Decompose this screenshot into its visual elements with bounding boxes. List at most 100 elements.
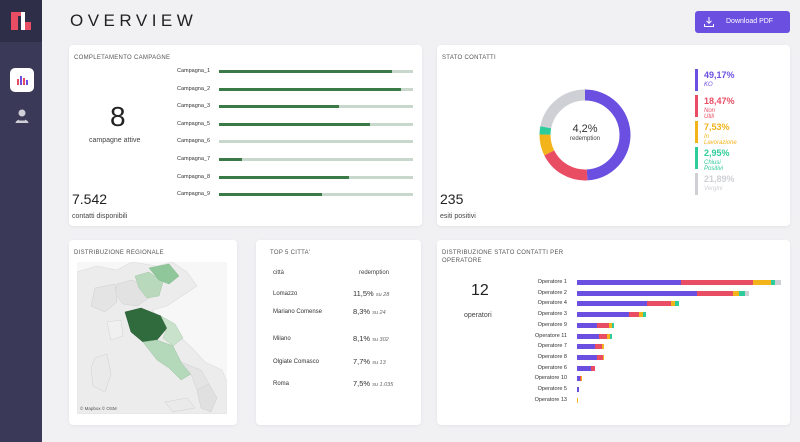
legend-color-bar — [695, 121, 698, 143]
redemption-detail: su 24 — [372, 310, 386, 316]
campaign-label: Campagna_7 — [177, 156, 211, 162]
operator-bar-segment — [577, 344, 595, 350]
available-contacts-count: 7.542 — [72, 191, 108, 207]
italy-map[interactable] — [77, 262, 227, 414]
operator-bar-segment — [607, 333, 610, 339]
card-title: COMPLETAMENTO CAMPAGNE — [74, 55, 171, 61]
operator-bar-segment — [577, 312, 629, 318]
city-redemption: 11,5% su 28 — [353, 289, 389, 298]
campaign-progress-track — [219, 87, 413, 91]
operator-bar-segment — [577, 365, 591, 371]
bar-chart-icon — [17, 76, 28, 85]
legend-color-bar — [695, 95, 698, 117]
column-header-redemption: redemption — [359, 270, 390, 276]
sidebar — [0, 0, 42, 442]
operator-label: Operatore 5 — [537, 386, 567, 392]
city-name: Lomazzo — [273, 291, 298, 297]
campaign-progress-fill — [219, 158, 243, 161]
operators-count: 12 — [471, 282, 489, 299]
operator-bar-segment — [771, 280, 775, 285]
operator-label: Operatore 8 — [537, 353, 567, 360]
campaign-row[interactable]: Campagna_3 — [177, 103, 417, 111]
operator-label: Operatore 6 — [537, 364, 567, 371]
operator-bar-segment — [643, 312, 646, 318]
redemption-percent: 7,7% — [353, 357, 371, 366]
campaign-row[interactable]: Campagna_2 — [177, 86, 417, 94]
campaign-completion-card: COMPLETAMENTO CAMPAGNE 8 campagne attive… — [69, 45, 422, 226]
operator-bar-segment — [595, 344, 602, 350]
campaign-row[interactable]: Campagna_9 — [177, 191, 417, 199]
campaign-label: Campagna_6 — [177, 138, 211, 145]
operator-bar-segment — [753, 280, 771, 285]
legend-color-bar — [695, 69, 698, 91]
legend-percent: 7,53% — [704, 122, 730, 132]
city-name: Milano — [273, 336, 291, 342]
map-credit: © Mapbox © OSM — [80, 406, 117, 411]
operator-bar-segment — [733, 290, 739, 296]
campaign-row[interactable]: Campagna_5 — [177, 121, 417, 129]
city-redemption: 8,3% su 24 — [353, 307, 386, 316]
city-name: Roma — [273, 381, 290, 387]
operator-status-card: DISTRIBUZIONE STATO CONTATTI PER OPERATO… — [437, 240, 790, 425]
city-redemption: 7,5% su 1.035 — [353, 379, 393, 388]
card-title: DISTRIBUZIONE REGIONALE — [74, 250, 164, 256]
operator-bar-segment — [577, 376, 580, 382]
operator-label: Operatore 2 — [537, 289, 567, 296]
operator-bar-segment — [739, 290, 745, 296]
campaign-progress-fill — [219, 122, 371, 126]
card-title: TOP 5 CITTA' — [270, 250, 311, 256]
operator-label: Operatore 4 — [537, 300, 567, 307]
redemption-percent: 11,5% — [353, 289, 374, 298]
download-pdf-label: Download PDF — [726, 18, 774, 25]
nav-operators-button[interactable] — [10, 104, 34, 128]
campaign-progress-track — [219, 158, 413, 161]
operator-bar-segment — [597, 354, 603, 360]
city-redemption: 7,7% su 13 — [353, 357, 386, 366]
donut-slice[interactable] — [539, 126, 552, 135]
campaign-row[interactable]: Campagna_8 — [177, 174, 417, 182]
legend-name: In Lavorazione — [704, 134, 737, 146]
campaign-progress-track — [219, 122, 413, 126]
operator-label: Operatore 10 — [534, 375, 567, 382]
positive-outcomes-count: 235 — [440, 191, 464, 207]
operator-bar-segment — [697, 290, 733, 296]
donut-slice[interactable] — [539, 134, 555, 156]
operator-label: Operatore 1 — [537, 279, 567, 285]
redemption-detail: su 302 — [372, 337, 389, 343]
operator-label: Operatore 7 — [537, 343, 567, 350]
donut-slice[interactable] — [544, 150, 588, 181]
donut-slice[interactable] — [540, 89, 586, 129]
legend-name: Vergini — [704, 186, 723, 192]
campaign-row[interactable]: Campagna_6 — [177, 138, 417, 146]
operator-bar-segment — [577, 280, 681, 285]
operator-bar-segment — [681, 280, 753, 285]
campaign-progress-track — [219, 175, 413, 179]
operator-bar-segment — [577, 290, 697, 296]
campaign-progress-track — [219, 193, 413, 197]
legend-name: Non Utili — [704, 108, 716, 120]
campaign-label: Campagna_1 — [177, 68, 211, 74]
campaign-label: Campagna_8 — [177, 173, 211, 180]
download-icon — [704, 17, 714, 27]
regional-distribution-card: DISTRIBUZIONE REGIONALE © Mapbox © OSM — [69, 240, 237, 425]
card-title: DISTRIBUZIONE STATO CONTATTI PER OPERATO… — [442, 250, 564, 264]
campaign-row[interactable]: Campagna_1 — [177, 68, 417, 76]
campaign-progress-track — [219, 70, 413, 73]
available-contacts-label: contatti disponibili — [72, 213, 128, 220]
operators-label: operatori — [464, 312, 492, 319]
positive-outcomes-label: esiti positivi — [440, 213, 476, 220]
campaign-row[interactable]: Campagna_7 — [177, 156, 417, 164]
download-pdf-button[interactable]: Download PDF — [695, 11, 790, 33]
campaign-progress-fill — [219, 193, 322, 197]
nav-overview-button[interactable] — [10, 68, 34, 92]
legend-percent: 21,89% — [704, 174, 735, 184]
campaign-progress-fill — [219, 105, 340, 109]
redemption-detail: su 13 — [372, 360, 386, 366]
redemption-detail: su 28 — [375, 292, 390, 298]
legend-name: KO — [704, 82, 713, 88]
operator-label: Operatore 11 — [534, 332, 567, 339]
contact-status-donut — [539, 89, 631, 181]
campaign-label: Campagna_2 — [177, 85, 211, 92]
operator-bar-segment — [612, 322, 614, 328]
donut-slice[interactable] — [584, 89, 631, 181]
